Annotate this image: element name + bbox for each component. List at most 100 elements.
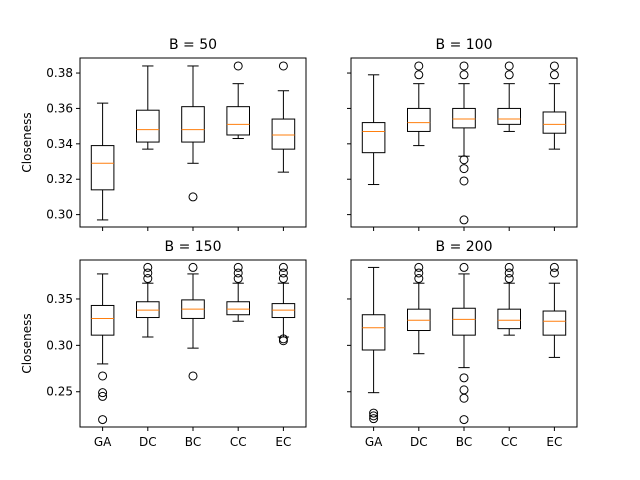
box-DC xyxy=(136,262,160,338)
iqr-box xyxy=(90,145,115,191)
outlier-point xyxy=(98,415,108,425)
iqr-box xyxy=(90,304,115,336)
box-GA xyxy=(361,266,386,424)
box-EC xyxy=(271,262,296,346)
x-tick-label: DC xyxy=(139,435,157,449)
x-tick-label: CC xyxy=(501,435,518,449)
box-DC xyxy=(136,65,160,150)
outlier-point xyxy=(549,70,559,80)
outlier-point xyxy=(414,268,424,278)
iqr-box xyxy=(361,314,386,351)
y-tick-label: 0.36 xyxy=(46,101,73,115)
iqr-box xyxy=(136,109,160,143)
axes-frame xyxy=(350,57,578,228)
box-BC xyxy=(181,65,205,202)
y-tick-label: 0.30 xyxy=(46,338,73,352)
box-GA xyxy=(361,74,386,186)
outlier-point xyxy=(459,215,469,225)
x-tick-label: CC xyxy=(230,435,247,449)
outlier-point xyxy=(504,262,514,272)
y-tick-label: 0.35 xyxy=(46,292,73,306)
subplot-1: B = 50 Closeness 0.30 0.32 0.34 0.36 0.38 xyxy=(20,37,307,231)
iqr-box xyxy=(407,107,431,132)
box-CC xyxy=(497,262,521,336)
box-DC xyxy=(407,61,431,147)
outlier-point xyxy=(459,415,469,425)
outlier-point xyxy=(188,371,198,381)
box-GA xyxy=(90,273,115,425)
iqr-box xyxy=(497,107,521,125)
outlier-point xyxy=(549,262,559,272)
box-CC xyxy=(497,61,521,132)
outlier-point xyxy=(459,61,469,71)
x-tick-label: EC xyxy=(546,435,562,449)
subplot-title: B = 150 xyxy=(165,239,222,255)
y-tick-label: 0.38 xyxy=(46,66,73,80)
outlier-point xyxy=(459,164,469,174)
box-BC xyxy=(452,262,476,425)
outlier-point xyxy=(504,70,514,80)
outlier-point xyxy=(98,388,108,398)
outlier-point xyxy=(278,61,288,71)
outlier-point xyxy=(278,274,288,284)
axes-frame xyxy=(79,57,307,228)
outlier-point xyxy=(233,262,243,272)
box-EC xyxy=(542,262,567,358)
x-tick-label: EC xyxy=(275,435,291,449)
outlier-point xyxy=(549,61,559,71)
iqr-box xyxy=(226,301,250,316)
subplot-title: B = 50 xyxy=(169,37,217,53)
outlier-point xyxy=(143,268,153,278)
outlier-point xyxy=(233,268,243,278)
outlier-point xyxy=(233,274,243,284)
outlier-point xyxy=(278,262,288,272)
box-GA xyxy=(90,102,115,221)
x-tick-label: GA xyxy=(365,435,383,449)
outlier-point xyxy=(504,268,514,278)
outlier-point xyxy=(414,262,424,272)
subplot-title: B = 100 xyxy=(436,37,493,53)
outlier-point xyxy=(414,70,424,80)
outlier-point xyxy=(414,274,424,284)
box-DC xyxy=(407,262,431,355)
outlier-point xyxy=(459,385,469,395)
iqr-box xyxy=(271,118,296,150)
y-axis-label: Closeness xyxy=(20,112,34,172)
outlier-point xyxy=(504,61,514,71)
iqr-box xyxy=(452,307,476,336)
y-tick-label: 0.30 xyxy=(46,208,73,222)
box-CC xyxy=(226,61,250,140)
box-BC xyxy=(181,262,205,381)
subplot-2: B = 100 xyxy=(347,37,578,231)
box-EC xyxy=(271,61,296,173)
box-CC xyxy=(226,262,250,322)
outlier-point xyxy=(98,391,108,401)
outlier-point xyxy=(143,274,153,284)
outlier-point xyxy=(278,334,288,344)
outlier-point xyxy=(278,336,288,346)
subplot-title: B = 200 xyxy=(436,239,493,255)
outlier-point xyxy=(278,268,288,278)
y-tick-label: 0.34 xyxy=(46,137,73,151)
outlier-point xyxy=(98,371,108,381)
outlier-point xyxy=(504,274,514,284)
subplot-3: B = 150 Closeness 0.25 0.30 0.35 GA DC BC CC EC xyxy=(20,239,307,449)
outlier-point xyxy=(459,155,469,165)
iqr-box xyxy=(542,310,567,336)
iqr-box xyxy=(181,106,205,143)
x-tick-label: DC xyxy=(410,435,428,449)
outlier-point xyxy=(459,373,469,383)
outlier-point xyxy=(414,61,424,71)
outlier-point xyxy=(459,262,469,272)
y-axis-label: Closeness xyxy=(20,313,34,373)
outlier-point xyxy=(459,70,469,80)
outlier-point xyxy=(143,262,153,272)
outlier-point xyxy=(369,411,379,421)
outlier-point xyxy=(369,408,379,418)
outlier-point xyxy=(459,176,469,186)
outlier-point xyxy=(369,414,379,424)
iqr-box xyxy=(542,111,567,134)
iqr-box xyxy=(452,107,476,129)
axes-frame xyxy=(350,259,578,428)
